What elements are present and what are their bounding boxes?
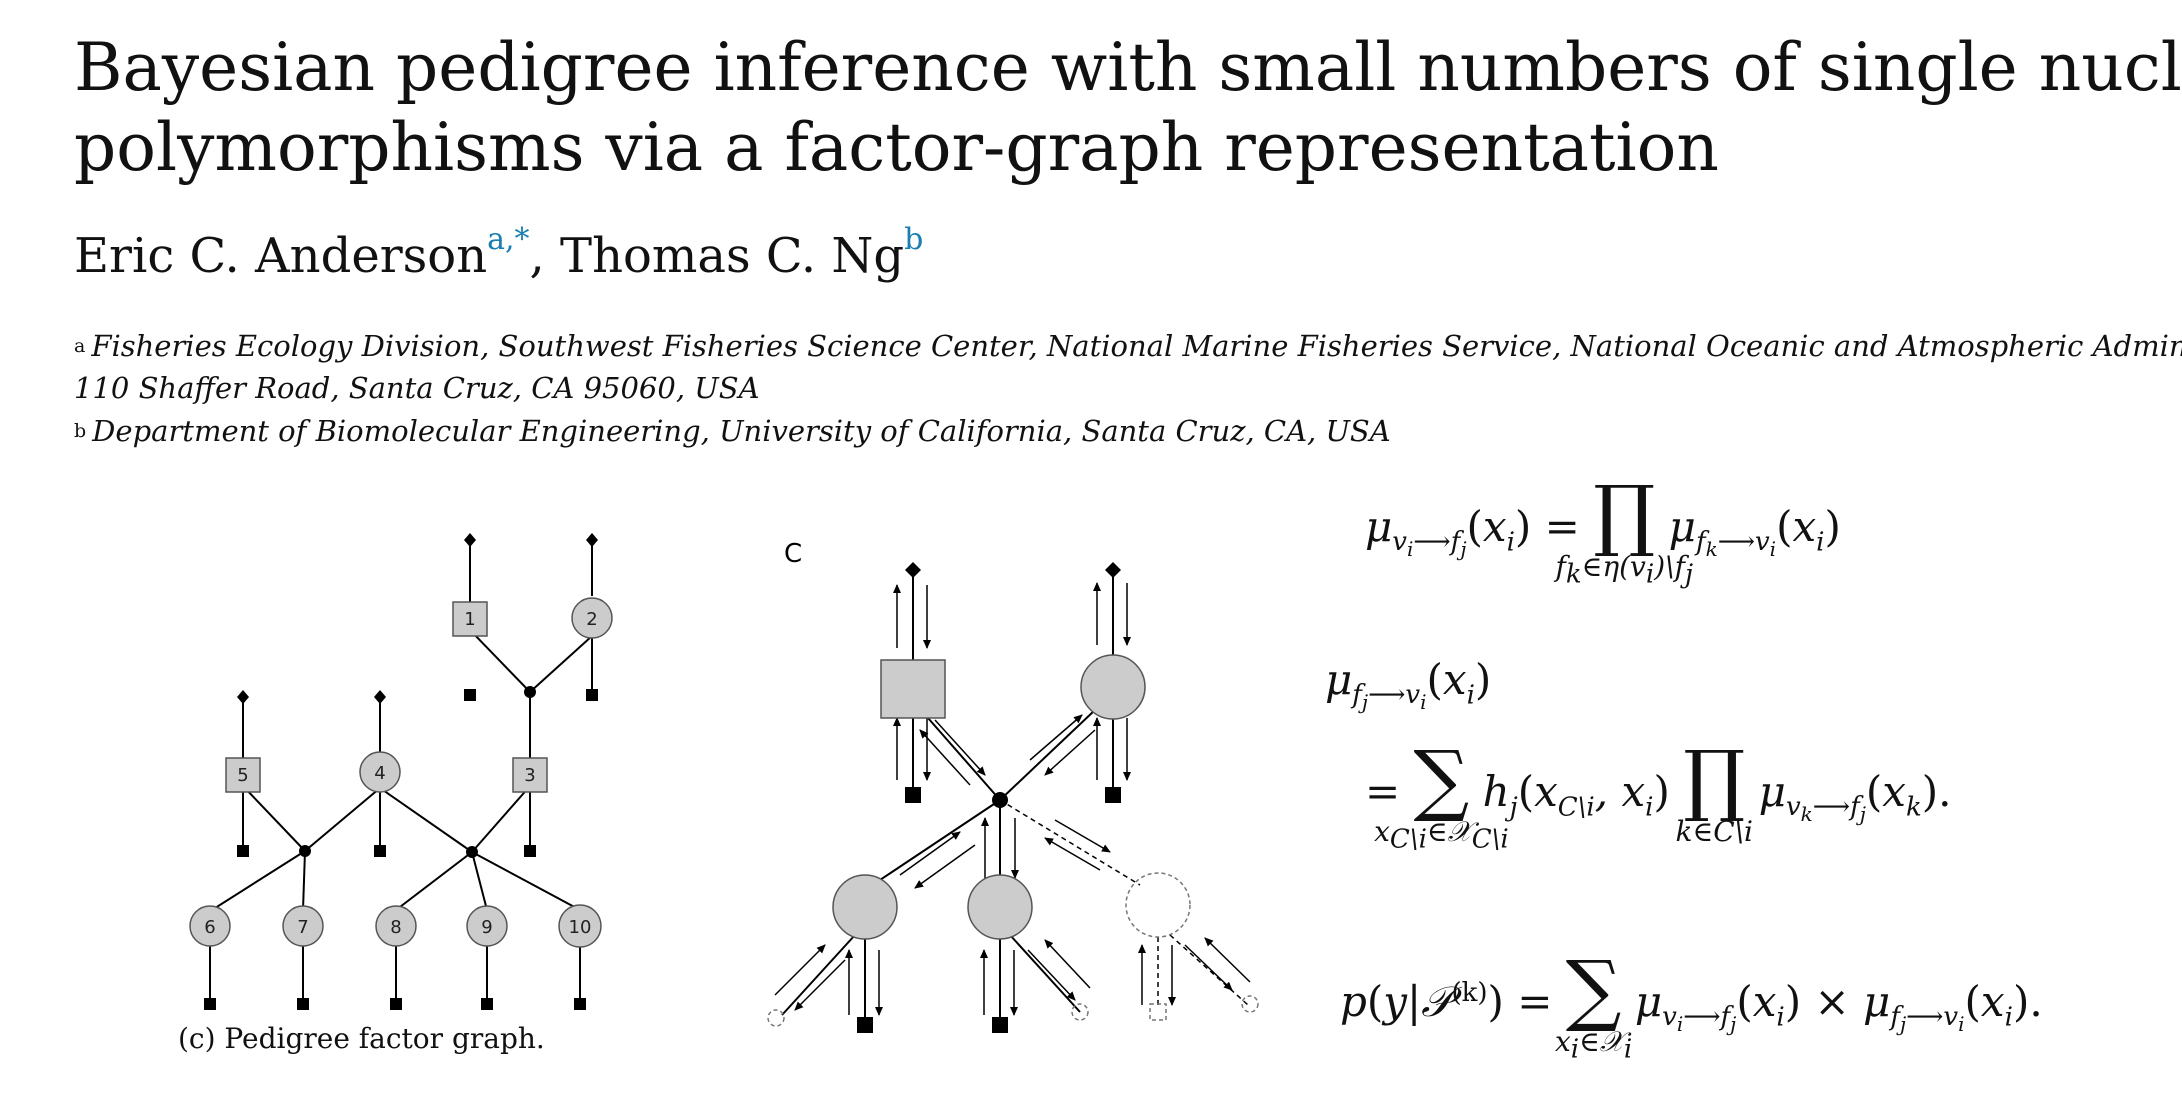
pedigree-node-label: 6 <box>204 917 215 938</box>
author-list: Eric C. Andersona,*, Thomas C. Ngb <box>74 222 923 284</box>
pedigree-node-label: 8 <box>390 917 401 938</box>
title-line-1: Bayesian pedigree inference with small n… <box>74 29 2182 106</box>
author-name: Eric C. Anderson <box>74 228 488 284</box>
equation-1: μvi⟶fj(xi) = ∏ fk∈η(vi)\fj μfk⟶vi(xi) <box>1365 470 1841 590</box>
equation-2-rhs: = ∑ xC\i∈𝒳C\i hj(xC\i, xi) ∏ k∈C\i μvk⟶fj(… <box>1365 735 1952 855</box>
affiliation-mark: b <box>74 420 87 442</box>
pedigree-node-label: 9 <box>481 917 492 938</box>
equation-2-lhs: μfj⟶vi(xi) <box>1325 655 1492 715</box>
pedigree-node-label: 7 <box>297 917 308 938</box>
title-line-2: polymorphisms via a factor-graph represe… <box>74 109 1719 186</box>
affiliation-b: b Department of Biomolecular Engineering,… <box>74 410 1391 452</box>
panel-label: C <box>784 539 802 569</box>
pedigree-node-label: 10 <box>569 917 592 938</box>
author-separator: , <box>529 228 561 284</box>
affiliation-a: a Fisheries Ecology Division, Southwest F… <box>74 325 2182 409</box>
equation-3: p(y|𝒫(k)) = ∑ xi∈𝒳i μvi⟶fj(xi) × μfj⟶vi(x… <box>1340 945 2043 1065</box>
pedigree-factor-graph: 1 2 3 4 5 6 7 8 9 10 <box>189 533 613 1010</box>
pedigree-node-label: 1 <box>464 609 475 630</box>
pedigree-node-label: 3 <box>524 765 535 786</box>
pedigree-node-label: 5 <box>237 765 248 786</box>
affiliation-line: Fisheries Ecology Division, Southwest Fi… <box>91 329 2182 363</box>
pedigree-node-label: 2 <box>586 609 597 630</box>
message-passing-diagram: C <box>767 539 1259 1033</box>
pedigree-node-square <box>452 601 488 637</box>
pedigree-node-label: 4 <box>374 763 385 784</box>
affiliation-mark: a <box>74 335 86 357</box>
affiliation-line: Department of Biomolecular Engineering, … <box>92 414 1391 448</box>
affiliation-line: 110 Shaffer Road, Santa Cruz, CA 95060, … <box>74 371 760 405</box>
author-affiliation-mark[interactable]: a,* <box>487 222 530 257</box>
paper-title: Bayesian pedigree inference with small n… <box>74 28 2182 188</box>
author-name: Thomas C. Ng <box>560 228 905 284</box>
author-affiliation-mark[interactable]: b <box>904 222 924 257</box>
figure-caption: (c) Pedigree factor graph. <box>178 1022 545 1055</box>
